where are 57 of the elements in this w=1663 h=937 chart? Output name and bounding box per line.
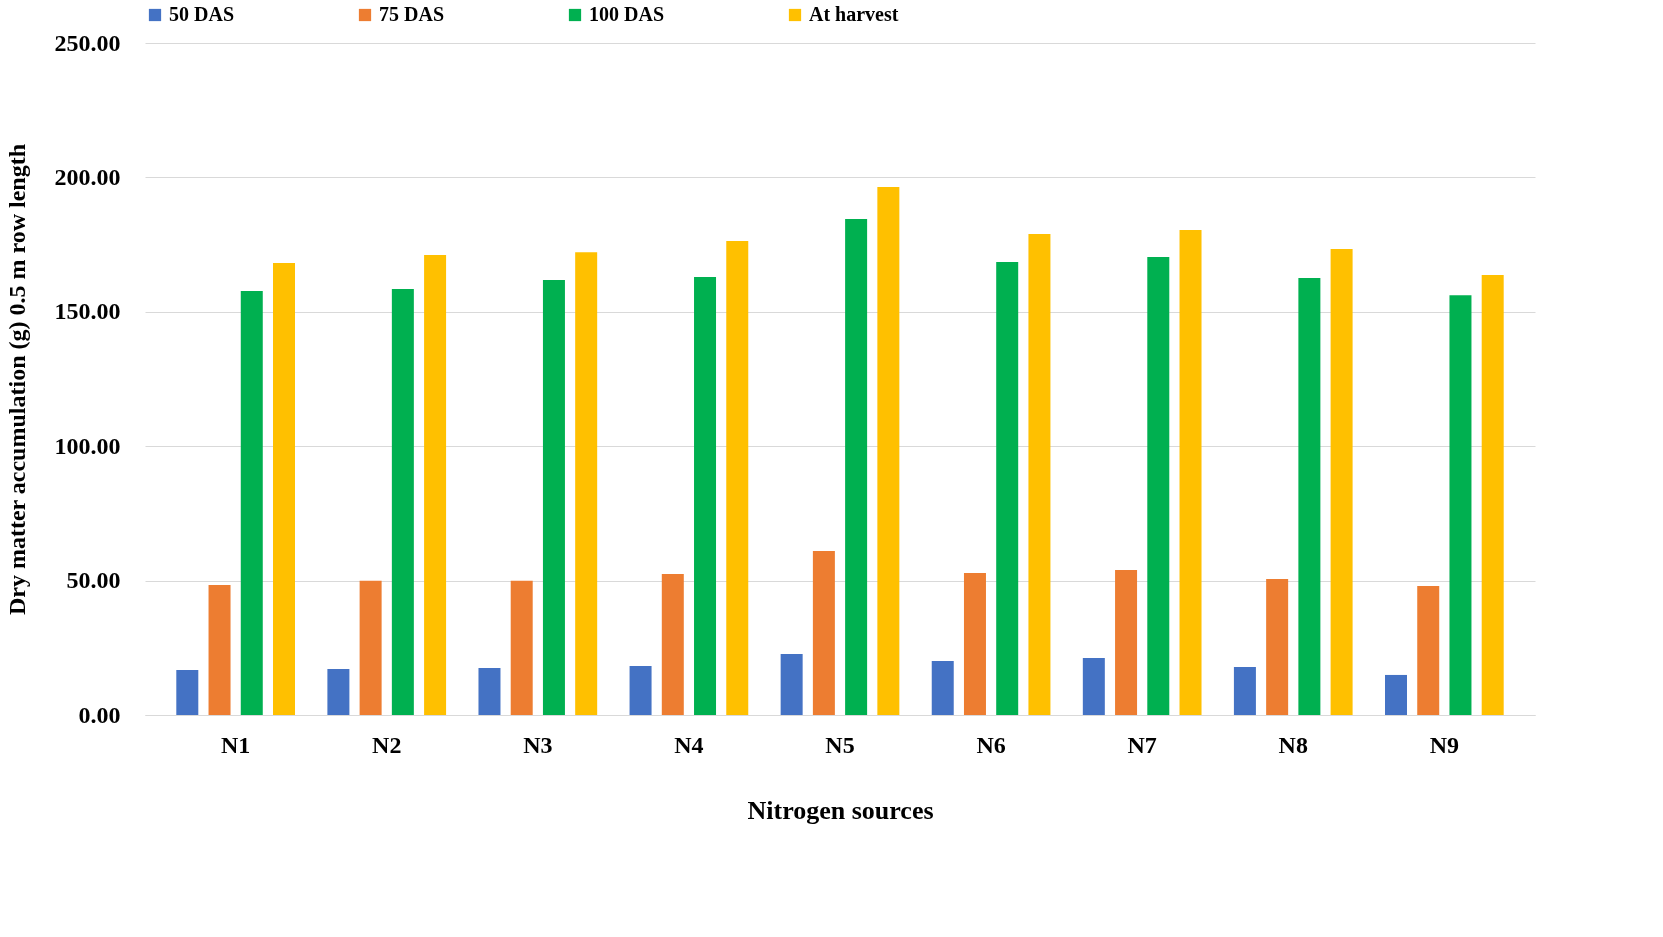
y-tick-label: 0.00 [78, 701, 121, 728]
y-tick-label: 100.00 [54, 432, 121, 459]
bar [1082, 658, 1105, 715]
y-axis-title: Dry matter accumulation (g) 0.5 m row length [3, 143, 30, 616]
bar [694, 277, 717, 715]
bar [273, 262, 295, 715]
bar [424, 255, 447, 715]
y-tick-label: 50.00 [66, 567, 121, 594]
bar [780, 653, 803, 715]
bar [1330, 248, 1353, 715]
x-tick-label: N1 [220, 731, 251, 758]
x-tick-label: N2 [372, 731, 402, 758]
y-tick-label: 150.00 [54, 298, 121, 325]
bar [629, 666, 652, 715]
legend-label: At harvest [809, 3, 899, 25]
x-tick-label: N9 [1429, 731, 1460, 758]
bar [963, 573, 986, 715]
bar [1385, 674, 1407, 715]
bar [1028, 234, 1051, 715]
bar [575, 252, 598, 715]
bar [240, 291, 263, 715]
bar [327, 669, 350, 715]
x-tick-label: N4 [674, 731, 704, 758]
bar [510, 580, 533, 715]
bar [1298, 277, 1321, 715]
bar [877, 187, 900, 715]
x-tick-label: N7 [1127, 731, 1157, 758]
legend-label: 50 DAS [169, 3, 235, 25]
legend-label: 75 DAS [379, 3, 445, 25]
bar [1266, 578, 1289, 715]
x-tick-label: N3 [523, 731, 553, 758]
bar [845, 219, 868, 715]
bar [931, 660, 954, 715]
bar [1179, 230, 1202, 715]
x-axis-title: Nitrogen sources [747, 795, 934, 825]
bar [1417, 585, 1440, 715]
bar [1147, 256, 1170, 715]
bar [359, 580, 382, 715]
bar [208, 584, 231, 715]
bar [1233, 666, 1256, 715]
bar [478, 667, 501, 715]
bar [1481, 274, 1504, 715]
bar [1115, 570, 1138, 715]
legend-label: 100 DAS [589, 3, 665, 25]
x-tick-label: N6 [976, 731, 1006, 758]
bar [391, 288, 414, 715]
x-tick-label: N5 [825, 731, 855, 758]
bar [812, 551, 835, 715]
bar [1449, 295, 1472, 715]
bar [661, 573, 684, 715]
y-tick-label: 200.00 [54, 163, 121, 190]
bar [996, 262, 1019, 715]
y-tick-label: 250.00 [54, 29, 121, 56]
x-tick-label: N8 [1278, 731, 1308, 758]
bar [726, 241, 749, 715]
bar [176, 670, 199, 715]
bar [542, 280, 565, 715]
